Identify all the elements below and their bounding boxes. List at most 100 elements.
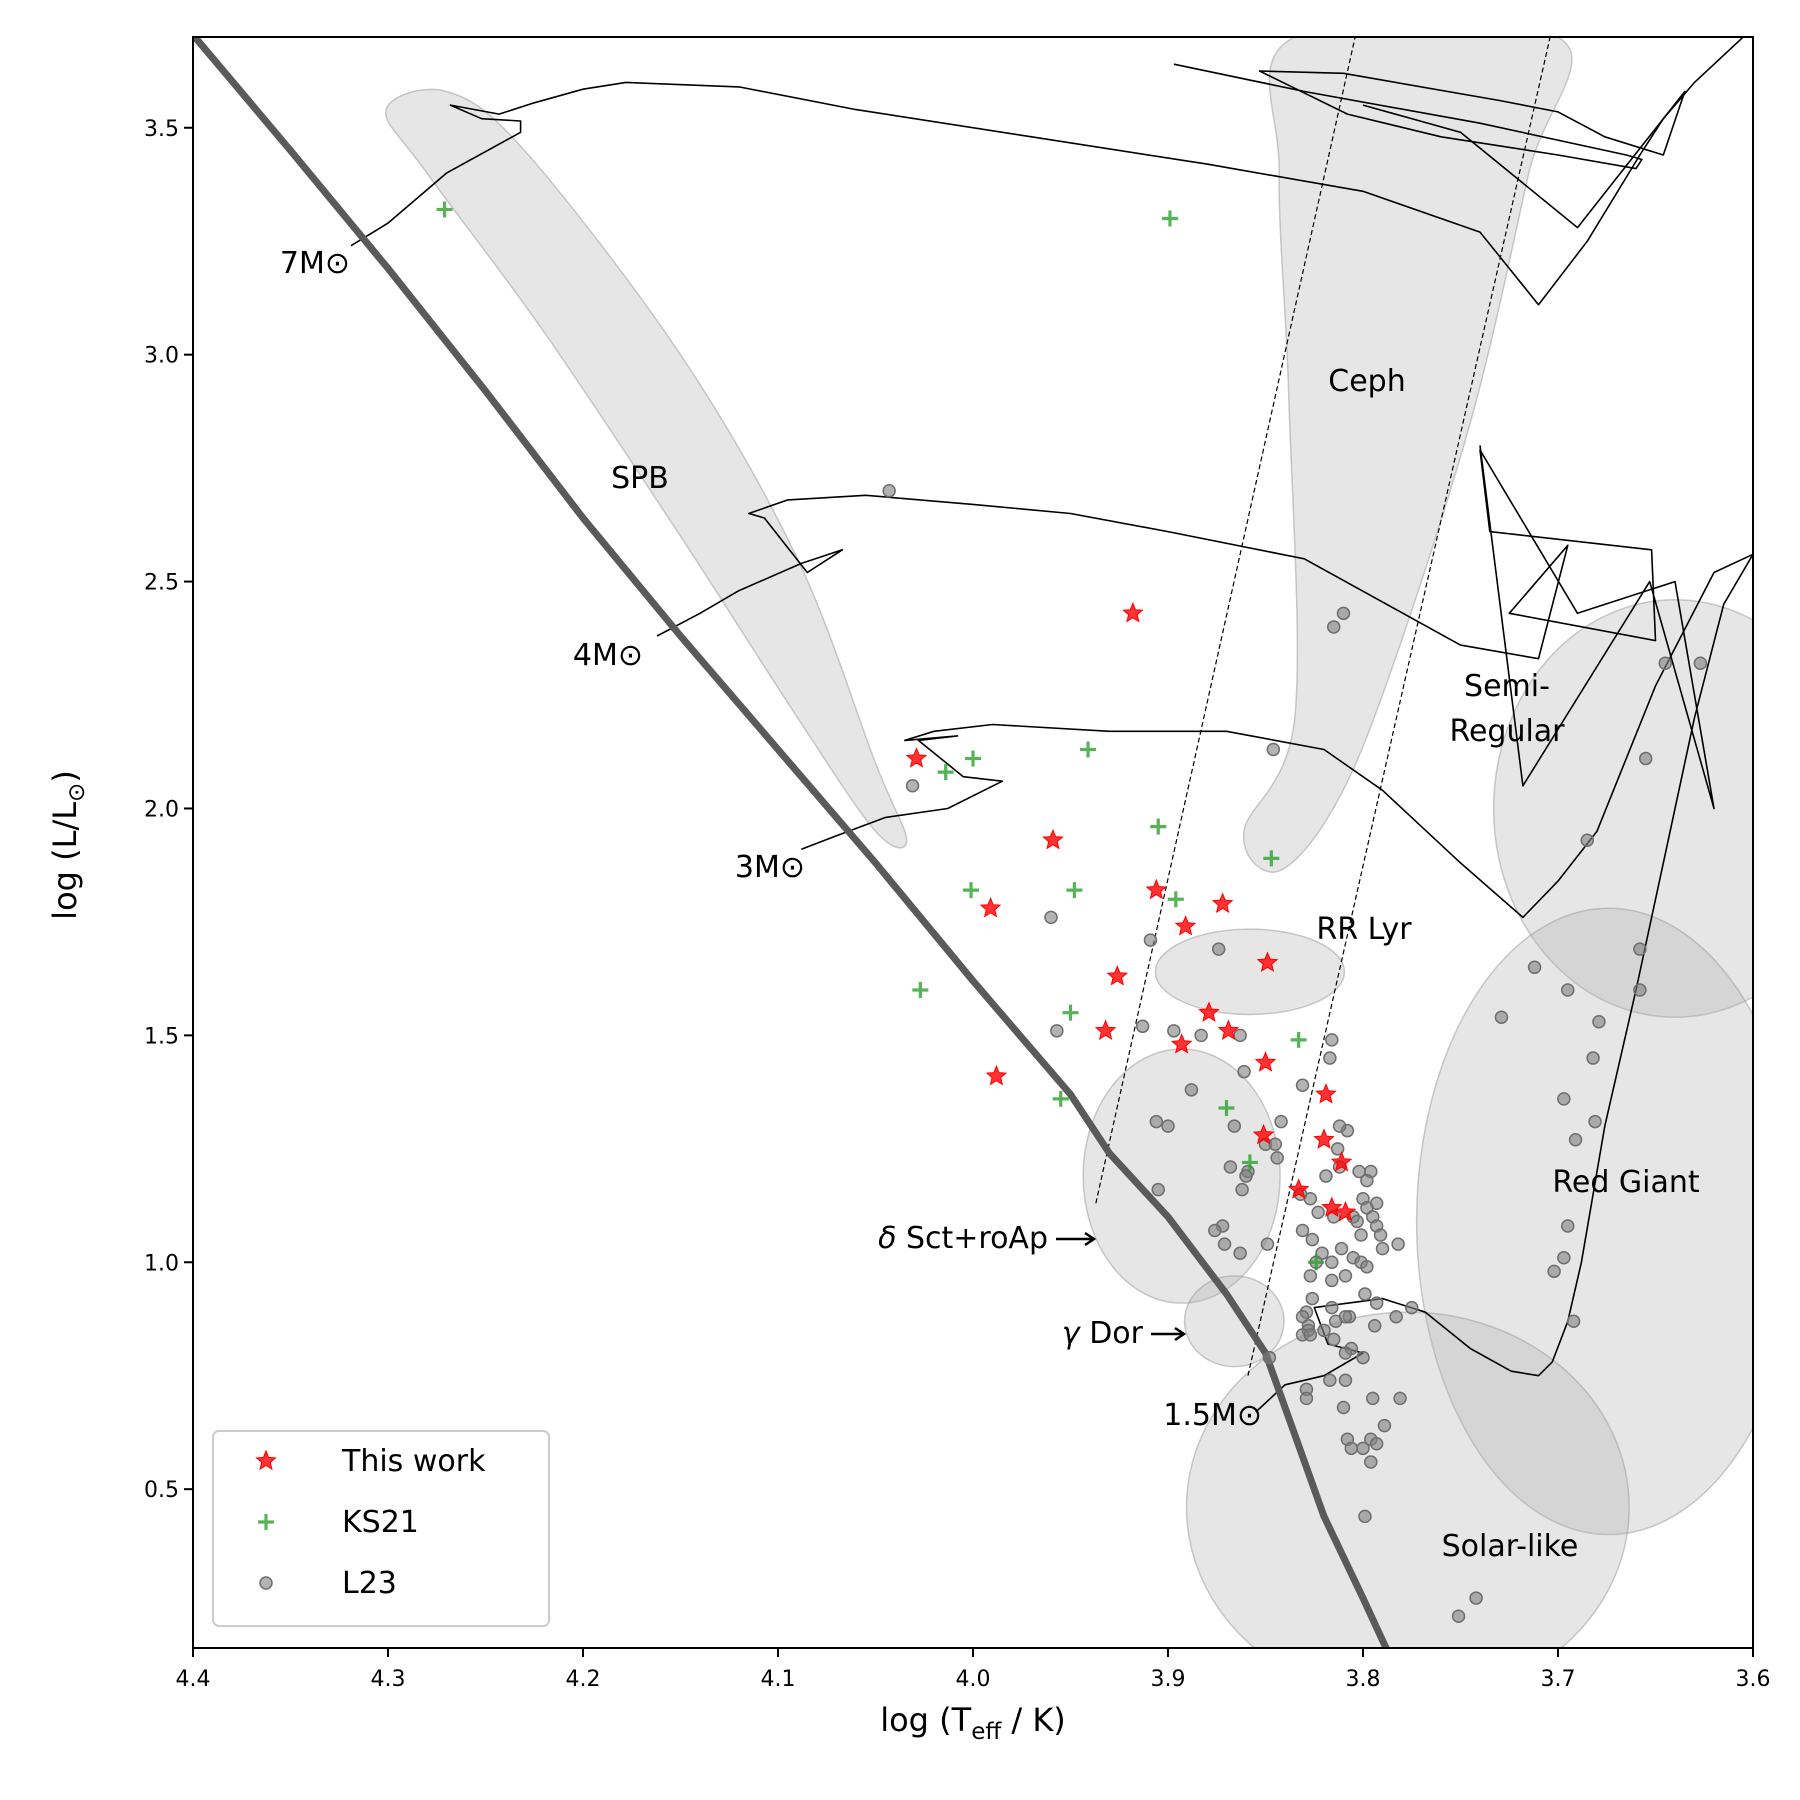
x-tick-label: 4.2: [566, 1667, 601, 1692]
y-tick-label: 3.0: [144, 344, 179, 369]
ks21-point: [1218, 1099, 1235, 1116]
l23-point: [1268, 1137, 1282, 1152]
legend-label-l23: L23: [342, 1566, 397, 1601]
l23-point: [1328, 1314, 1343, 1329]
mass-label-1p5msun: 1.5M⊙: [1163, 1398, 1262, 1433]
this-work-point: [1174, 915, 1197, 936]
this-work-point: [1330, 1151, 1353, 1172]
l23-point: [1592, 1015, 1606, 1029]
this-work-point: [1254, 1051, 1277, 1072]
ks21-point: [1290, 1031, 1307, 1048]
l23-point: [1494, 1010, 1509, 1024]
this-work-point: [1252, 1123, 1275, 1145]
l23-point: [1389, 1309, 1403, 1324]
l23-point: [1223, 1160, 1238, 1174]
l23-point: [1161, 1119, 1175, 1133]
l23-point: [1235, 1182, 1249, 1197]
l23-point: [905, 779, 920, 793]
l23-point: [1330, 1142, 1345, 1156]
x-tick-label: 4.0: [956, 1667, 991, 1692]
this-work-point: [1256, 951, 1279, 972]
spb-label: SPB: [611, 461, 669, 496]
l23-point: [1658, 656, 1672, 670]
l23-point: [1325, 1300, 1339, 1315]
this-work-point: [1334, 1200, 1357, 1222]
ks21-point: [1080, 741, 1097, 758]
y-tick-label: 1.0: [144, 1251, 179, 1276]
x-tick-label: 4.1: [761, 1667, 796, 1692]
l23-point: [882, 484, 896, 498]
this-work-point: [1145, 878, 1168, 900]
axis-ticks: 4.4 4.3 4.2 4.1 4.0 3.9 3.8 3.7 3.6 0.5 1.0 1.5 2.0 2…: [144, 117, 1771, 1692]
l23-point: [1050, 1024, 1064, 1038]
l23-point: [1451, 1609, 1466, 1623]
l23-point: [1208, 1223, 1222, 1238]
legend-marker-this-work: [255, 1449, 277, 1471]
semi-regular-region: [1492, 599, 1753, 1018]
y-tick-label: 0.5: [144, 1478, 179, 1503]
l23-point: [1194, 1028, 1208, 1043]
this-work-point: [1198, 1001, 1220, 1022]
l23-point: [1373, 1228, 1388, 1242]
delta-sct-arrow: [1056, 1231, 1097, 1247]
l23-point: [1327, 1332, 1341, 1347]
l23-point: [1325, 1255, 1339, 1270]
l23-point: [1323, 1051, 1337, 1065]
this-work-point: [979, 896, 1002, 918]
l23-point: [1561, 983, 1575, 997]
l23-point: [1580, 833, 1594, 847]
track-3msun: [801, 553, 1753, 919]
y-tick-label: 2.0: [144, 797, 179, 822]
l23-point: [1338, 1373, 1353, 1388]
l23-point: [1239, 1169, 1253, 1183]
this-work-point: [1042, 828, 1064, 850]
l23-point: [1566, 1314, 1581, 1329]
semi-regular-label-line1: Semi-: [1464, 669, 1550, 704]
l23-point: [1143, 933, 1158, 947]
rr-lyr-region: [1154, 928, 1346, 1016]
instability-regions: [384, 37, 1753, 1648]
l23-point: [1211, 942, 1226, 956]
l23-point: [1325, 1033, 1339, 1047]
this-work-point: [1122, 601, 1144, 623]
l23-point: [1557, 1250, 1571, 1265]
ks21-point: [1308, 1254, 1325, 1271]
this-work-point: [1313, 1128, 1335, 1149]
l23-point: [1360, 1260, 1374, 1274]
l23-point: [1568, 1132, 1583, 1147]
l23-point: [1369, 1296, 1384, 1310]
l23-point: [1338, 1269, 1353, 1283]
l23-point: [1233, 1246, 1247, 1260]
l23-point: [1344, 1441, 1359, 1456]
track-7msun: [350, 37, 1745, 306]
legend: This work KS21 L23: [212, 1430, 550, 1627]
this-work-point: [1211, 892, 1234, 913]
l23-point: [1360, 1173, 1374, 1188]
l23-point: [1334, 1241, 1349, 1256]
l23-point: [1323, 1373, 1337, 1388]
l23-point: [1639, 751, 1653, 766]
x-tick-label: 3.6: [1736, 1667, 1771, 1692]
x-axis-label: log (Teff / K): [880, 1701, 1066, 1745]
semi-regular-label-line2: Regular: [1449, 714, 1565, 749]
rr-lyr-label: RR Lyr: [1316, 912, 1412, 947]
y-tick-label: 3.5: [144, 117, 179, 142]
x-tick-label: 4.3: [371, 1667, 406, 1692]
l23-point: [1375, 1241, 1390, 1256]
l23-point: [1262, 1350, 1277, 1365]
l23-point: [1393, 1391, 1407, 1406]
zams-line: [193, 37, 1390, 1648]
ks21-point: [1263, 850, 1280, 867]
ks21-point: [963, 882, 980, 899]
legend-label-ks21: KS21: [342, 1505, 419, 1540]
red-edge-line: [1247, 37, 1551, 1376]
l23-point: [1693, 656, 1708, 670]
this-work-point: [905, 747, 928, 768]
l23-point: [1356, 1350, 1370, 1365]
l23-point: [1311, 1205, 1325, 1220]
l23-point: [1350, 1214, 1364, 1229]
l23-point: [1405, 1300, 1419, 1315]
ks21-point: [1150, 818, 1167, 835]
track-7msun-loop: [1173, 63, 1686, 229]
legend-label-this-work: This work: [341, 1444, 486, 1479]
